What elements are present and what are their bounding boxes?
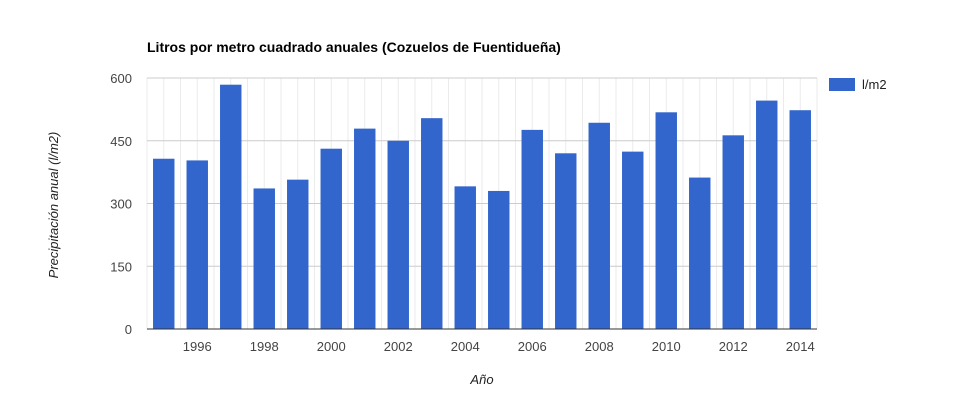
bar-2002 (387, 140, 409, 329)
x-tick-label: 2004 (451, 339, 480, 354)
legend-label: l/m2 (862, 77, 887, 92)
x-tick-label: 2010 (652, 339, 681, 354)
bar-1999 (287, 179, 309, 329)
chart-title: Litros por metro cuadrado anuales (Cozue… (147, 39, 561, 55)
y-tick-label: 0 (125, 322, 132, 337)
bar-2003 (421, 118, 443, 329)
bar-2004 (454, 186, 476, 329)
x-tick-label: 1996 (183, 339, 212, 354)
x-tick-label: 2000 (317, 339, 346, 354)
legend-swatch (829, 78, 855, 91)
x-tick-label: 2014 (786, 339, 815, 354)
x-tick-label: 2002 (384, 339, 413, 354)
y-tick-label: 600 (110, 71, 132, 86)
bar-1996 (186, 160, 208, 329)
bars (153, 84, 811, 330)
bar-2001 (354, 128, 376, 329)
x-tick-label: 2012 (719, 339, 748, 354)
gridlines (146, 77, 818, 330)
y-axis-label: Precipitación anual (l/m2) (46, 132, 61, 279)
bar-2013 (756, 100, 778, 329)
x-axis-label: Año (469, 372, 493, 387)
x-tick-label: 2006 (518, 339, 547, 354)
bar-2006 (521, 129, 543, 329)
bar-2009 (622, 151, 644, 329)
bar-1998 (253, 188, 275, 329)
bar-2012 (722, 135, 744, 329)
legend: l/m2 (829, 77, 887, 92)
bar-2008 (588, 122, 610, 330)
bar-2014 (789, 110, 811, 329)
bar-2007 (555, 153, 577, 329)
y-tick-label: 150 (110, 259, 132, 274)
bar-2010 (655, 112, 677, 329)
bar-2005 (488, 190, 510, 329)
y-tick-label: 450 (110, 134, 132, 149)
bar-1995 (153, 158, 175, 329)
bar-2000 (320, 148, 342, 329)
bar-1997 (220, 84, 242, 330)
y-tick-label: 300 (110, 197, 132, 212)
x-tick-label: 1998 (250, 339, 279, 354)
axes: 0 150 300 450 600 1996 1998 2000 2002 2004 2006 200… (110, 71, 817, 354)
x-tick-label: 2008 (585, 339, 614, 354)
bar-2011 (689, 177, 711, 329)
